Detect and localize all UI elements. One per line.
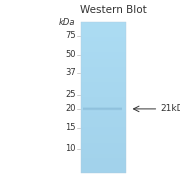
Text: 15: 15 xyxy=(65,123,76,132)
Bar xyxy=(81,112,126,116)
Bar xyxy=(81,124,126,127)
Bar xyxy=(81,169,126,173)
Bar xyxy=(81,29,126,33)
Bar xyxy=(83,109,122,110)
Bar xyxy=(81,90,126,93)
Bar xyxy=(81,127,126,131)
Bar xyxy=(83,107,122,108)
Bar xyxy=(81,109,126,112)
Bar xyxy=(81,154,126,158)
Bar xyxy=(81,161,126,165)
Bar xyxy=(81,150,126,154)
Text: 21kDa: 21kDa xyxy=(160,104,180,113)
Bar xyxy=(81,120,126,124)
Bar xyxy=(81,48,126,52)
Text: 25: 25 xyxy=(65,90,76,99)
Text: 37: 37 xyxy=(65,68,76,77)
Bar xyxy=(81,67,126,71)
Bar xyxy=(81,97,126,101)
Bar xyxy=(81,22,126,173)
Bar xyxy=(81,33,126,37)
Bar xyxy=(81,158,126,161)
Bar xyxy=(81,71,126,75)
Bar xyxy=(81,37,126,40)
Bar xyxy=(81,25,126,29)
Bar xyxy=(81,82,126,86)
Text: kDa: kDa xyxy=(59,18,76,27)
Bar xyxy=(81,101,126,105)
Bar xyxy=(81,75,126,78)
Text: Western Blot: Western Blot xyxy=(80,5,147,15)
Text: 75: 75 xyxy=(65,31,76,40)
Bar xyxy=(81,131,126,135)
Bar xyxy=(81,93,126,97)
Text: 50: 50 xyxy=(65,50,76,59)
Bar xyxy=(83,108,122,109)
Bar xyxy=(81,40,126,44)
Bar xyxy=(81,165,126,169)
Bar xyxy=(81,143,126,146)
Bar xyxy=(81,139,126,143)
Bar xyxy=(83,110,122,111)
Bar xyxy=(81,78,126,82)
Text: 20: 20 xyxy=(65,104,76,113)
Bar xyxy=(81,116,126,120)
Bar xyxy=(81,52,126,56)
Bar xyxy=(81,135,126,139)
Text: 10: 10 xyxy=(65,144,76,153)
Bar xyxy=(81,56,126,59)
Bar xyxy=(81,22,126,25)
Bar xyxy=(81,44,126,48)
Bar xyxy=(81,59,126,63)
Bar xyxy=(81,63,126,67)
Bar xyxy=(81,146,126,150)
Bar xyxy=(81,86,126,90)
Bar xyxy=(81,105,126,109)
